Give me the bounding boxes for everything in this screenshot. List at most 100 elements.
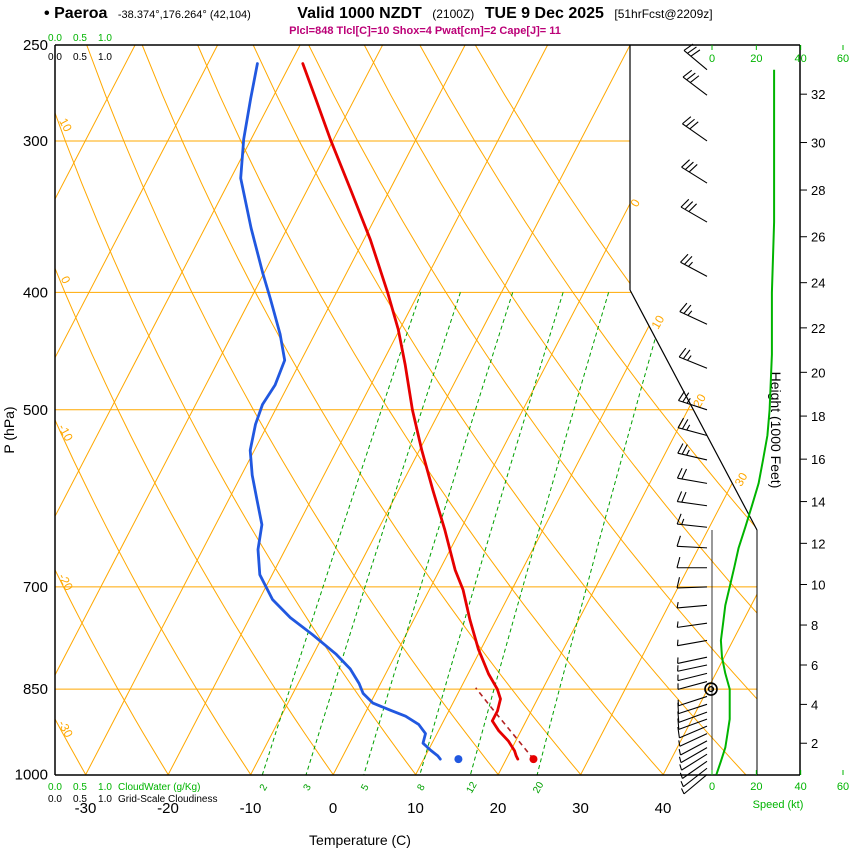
wind-barb-600 [676, 491, 708, 507]
wind-barb-staff [680, 206, 708, 223]
temperature-curve [301, 62, 520, 761]
wind-speed-curve [715, 69, 776, 775]
wind-barb-825 [677, 672, 708, 682]
wind-barb-half-tick [676, 621, 679, 628]
height-tick-label-18: 18 [811, 409, 825, 424]
wind-barb-staff [683, 774, 708, 795]
wind-barb-925 [678, 733, 708, 747]
cloudwater-scale-top-1: 0.5 [73, 33, 87, 44]
dry-adiabat-label--20: -20 [55, 571, 76, 593]
cloudwater-scale-bottom-2: 1.0 [98, 782, 112, 793]
wind-barb-full-tick [679, 302, 688, 312]
wind-barb-full-tick [683, 43, 694, 51]
wind-barb-full-tick [676, 577, 681, 589]
wind-barb-500 [678, 391, 708, 411]
wind-barb-full-tick [682, 349, 691, 359]
mixing-ratio-label-8: 8 [415, 782, 428, 793]
dewpoint-curve [239, 62, 442, 761]
isotherm-line--50 [55, 45, 301, 775]
wind-barb-half-tick [679, 772, 683, 779]
dry-adiabat-line-10 [55, 45, 417, 775]
wind-barb-full-tick [686, 72, 696, 81]
mixing-ratio-line-8 [419, 292, 564, 775]
temperature-tick-label--10: -10 [240, 800, 262, 817]
isotherm-line--60 [55, 45, 219, 775]
wind-barb-full-tick [684, 201, 694, 210]
cloudiness-scale-bottom-1: 0.5 [73, 794, 87, 805]
station-name: Paeroa [54, 5, 108, 22]
wind-barb-700 [676, 577, 708, 589]
speed-tick-label-bottom-20: 20 [750, 781, 762, 793]
height-tick-label-4: 4 [811, 697, 818, 712]
speed-tick-label-top-60: 60 [837, 53, 849, 65]
wind-barb-staff [677, 664, 708, 672]
wind-barb-262 [683, 43, 708, 71]
height-tick-label-16: 16 [811, 452, 825, 467]
height-tick-label-30: 30 [811, 136, 825, 151]
wind-barb-half-tick [678, 740, 681, 747]
wind-barb-half-tick [686, 397, 691, 404]
mixing-ratio-label-3: 3 [302, 782, 315, 793]
wind-barb-full-tick [687, 46, 697, 54]
wind-barb-staff [677, 681, 708, 690]
height-tick-label-10: 10 [811, 577, 825, 592]
dry-adiabat-line--20 [55, 45, 169, 775]
pressure-tick-label-1000: 1000 [15, 767, 48, 784]
wind-barb-900 [677, 718, 708, 730]
wind-barb-half-tick [687, 355, 692, 361]
grid-layer [55, 45, 757, 775]
wind-barb-862 [677, 695, 708, 707]
border-diagonal [629, 289, 758, 531]
wind-barb-full-tick [678, 391, 685, 401]
speed-tick-label-bottom-40: 40 [795, 781, 807, 793]
station-bullet-icon: • [44, 5, 50, 22]
speed-tick-label-top-0: 0 [709, 53, 715, 65]
cloudwater-scale-top-0: 0.0 [48, 33, 62, 44]
wind-barb-staff [676, 586, 708, 589]
temperature-tick-label--20: -20 [157, 800, 179, 817]
wind-barb-full-tick [688, 203, 697, 212]
mixing-ratio-label-20: 20 [531, 780, 546, 796]
wind-barb-full-tick [685, 118, 695, 127]
wind-barb-staff [677, 639, 708, 647]
wind-barb-staff [678, 703, 708, 715]
wind-barb-425 [679, 302, 708, 325]
dry-adiabat-label-10: 10 [56, 116, 75, 135]
cloudwater-scale-top-2: 1.0 [98, 33, 112, 44]
wind-barb-staff [677, 622, 708, 628]
wind-barb-half-tick [678, 749, 682, 756]
wind-barb-full-tick [678, 347, 687, 358]
height-tick-label-8: 8 [811, 618, 818, 633]
isotherm-line-30 [580, 45, 757, 775]
isotherm-line--40 [55, 45, 384, 775]
wind-barb-staff [677, 523, 708, 528]
cloudiness-scale-top-2: 1.0 [98, 52, 112, 63]
wind-barb-full-tick [676, 556, 681, 568]
height-tick-label-26: 26 [811, 230, 825, 245]
dry-adiabat-line-30 [141, 45, 582, 775]
surface-dewpoint-dot [454, 755, 463, 764]
isotherm-line-40 [662, 45, 757, 775]
valid-time: Valid 1000 NZDT [297, 5, 422, 22]
wind-barb-full-tick [689, 75, 700, 83]
cloudiness-scale-top-1: 0.5 [73, 52, 87, 63]
forecast-lead: [51hrFcst@2209z] [614, 7, 713, 21]
wind-barb-half-tick [680, 780, 684, 787]
wind-barb-staff [678, 711, 708, 723]
mixing-ratio-label-5: 5 [359, 782, 372, 793]
speed-tick-label-bottom-60: 60 [837, 781, 849, 793]
temperature-tick-label--30: -30 [75, 800, 97, 817]
temperature-tick-label-0: 0 [329, 800, 337, 817]
wind-barb-full-tick [677, 443, 684, 454]
wind-barb-half-tick [678, 756, 682, 763]
isotherm-label-10: 10 [648, 313, 667, 332]
dry-adiabat-label--30: -30 [55, 718, 76, 740]
wind-barb-half-tick [688, 261, 693, 267]
wind-barb-full-tick [680, 198, 690, 208]
height-tick-label-14: 14 [811, 495, 825, 510]
cloudwater-axis-title: CloudWater (g/Kg) [118, 782, 200, 793]
pressure-axis-title: P (hPa) [1, 406, 17, 453]
wind-barb-half-tick [676, 639, 679, 646]
wind-barb-full-tick [677, 417, 684, 428]
height-tick-label-28: 28 [811, 183, 825, 198]
